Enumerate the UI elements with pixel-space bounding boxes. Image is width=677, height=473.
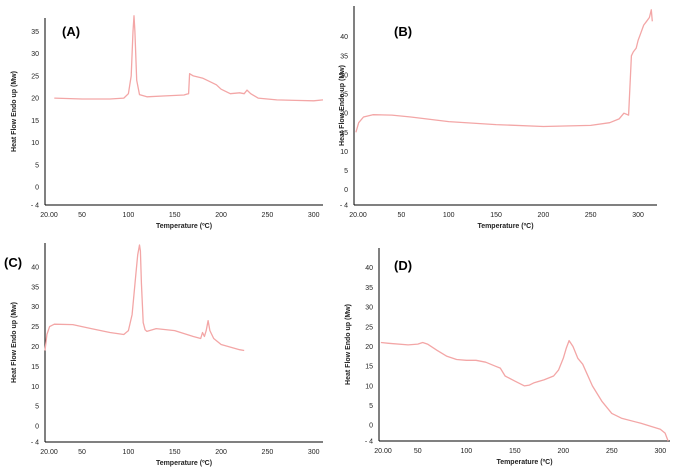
y-axis-label: Heat Flow Endo up (Mw) [11, 71, 18, 152]
x-tick-label: 150 [490, 212, 502, 219]
x-axis-label: Temperature (ºC) [496, 459, 552, 466]
y-tick-label: 30 [31, 304, 39, 311]
x-tick-label: 100 [443, 212, 455, 219]
y-tick-label: 5 [369, 403, 373, 410]
panel-label: (B) [394, 24, 412, 39]
x-tick-label: 50 [78, 449, 86, 456]
y-tick-label: 15 [365, 364, 373, 371]
y-tick-label: 35 [31, 29, 39, 36]
x-axis-label: Temperature (ºC) [156, 223, 212, 230]
y-tick-label: 35 [340, 53, 348, 60]
chart-d: 40 35 30 25 20 15 10 5 0- 4 20.00 50 100 150 200 250 30… [338, 236, 677, 473]
chart-a: 35 30 25 20 15 10 5 0- 4 20.00 50 100 150 200 250 300 T… [0, 0, 338, 236]
x-tick-label: 100 [123, 449, 135, 456]
y-tick-label: 40 [365, 265, 373, 272]
y-tick-label: 10 [31, 384, 39, 391]
x-tick-label: 250 [262, 449, 274, 456]
y-axis-label: Heat Flow Endo up (Mw) [339, 65, 346, 146]
y-tick-label: 0 [344, 187, 348, 194]
panel-label: (D) [394, 258, 412, 273]
x-tick-label: 200 [215, 449, 227, 456]
x-tick-label: 150 [169, 449, 181, 456]
x-tick-label: 300 [654, 448, 666, 455]
x-tick-label: 100 [123, 212, 135, 219]
y-tick-label: 10 [31, 140, 39, 147]
chart-c: 40 35 30 25 20 15 10 5 0- 4 20.00 50 100 150 200 250 30… [0, 236, 338, 473]
y-tick-label: 0 [35, 185, 39, 192]
y-tick-label: 15 [340, 130, 348, 137]
y-tick-label: - 4 [365, 439, 373, 446]
panel-label: (A) [62, 24, 80, 39]
x-tick-label: 50 [414, 448, 422, 455]
y-tick-label: 0 [35, 424, 39, 431]
y-tick-label: 35 [365, 285, 373, 292]
y-tick-label: - 4 [31, 440, 39, 447]
y-tick-label: 40 [340, 34, 348, 41]
y-tick-label: 5 [344, 168, 348, 175]
y-tick-label: 20 [365, 344, 373, 351]
y-tick-label: 30 [340, 72, 348, 79]
x-tick-label: 50 [397, 212, 405, 219]
series-line [54, 15, 324, 102]
x-tick-label: 20.00 [374, 448, 392, 455]
x-tick-label: 200 [538, 212, 550, 219]
series-line [44, 244, 245, 352]
x-tick-label: 250 [585, 212, 597, 219]
x-tick-label: 200 [215, 212, 227, 219]
y-tick-label: 25 [31, 324, 39, 331]
y-axis-label: Heat Flow Endo up (Mw) [345, 304, 352, 385]
y-tick-label: 30 [31, 51, 39, 58]
y-tick-label: 25 [31, 73, 39, 80]
y-tick-label: 40 [31, 264, 39, 271]
y-tick-label: 20 [31, 344, 39, 351]
x-tick-label: 300 [308, 212, 320, 219]
x-axis-label: Temperature (ºC) [477, 223, 533, 230]
x-tick-label: 300 [632, 212, 644, 219]
x-tick-label: 100 [460, 448, 472, 455]
x-tick-label: 200 [557, 448, 569, 455]
y-tick-label: 0 [369, 423, 373, 430]
x-tick-label: 250 [606, 448, 618, 455]
x-tick-label: 300 [308, 449, 320, 456]
y-tick-label: 25 [365, 324, 373, 331]
y-tick-label: 10 [340, 149, 348, 156]
y-axis-label: Heat Flow Endo up (Mw) [11, 302, 18, 383]
y-tick-label: - 4 [31, 203, 39, 210]
x-tick-label: 150 [169, 212, 181, 219]
y-tick-label: 5 [35, 404, 39, 411]
x-tick-label: 20.00 [40, 449, 58, 456]
x-axis-label: Temperature (ºC) [156, 460, 212, 467]
y-tick-label: 35 [31, 284, 39, 291]
panel-label: (C) [4, 255, 22, 270]
y-tick-label: 15 [31, 364, 39, 371]
y-tick-label: 25 [340, 92, 348, 99]
y-tick-label: 20 [340, 111, 348, 118]
series-line [355, 9, 653, 133]
x-tick-label: 250 [262, 212, 274, 219]
x-tick-label: 150 [509, 448, 521, 455]
x-tick-label: 20.00 [40, 212, 58, 219]
series-line [380, 339, 669, 442]
x-tick-label: 20.00 [349, 212, 367, 219]
y-tick-label: - 4 [340, 203, 348, 210]
y-tick-label: 30 [365, 305, 373, 312]
y-tick-label: 20 [31, 96, 39, 103]
x-tick-label: 50 [78, 212, 86, 219]
y-tick-label: 15 [31, 118, 39, 125]
y-tick-label: 5 [35, 162, 39, 169]
y-tick-label: 10 [365, 383, 373, 390]
chart-b: 40 35 30 25 20 15 10 5 0- 4 20.00 50 100 150 200 250 30… [338, 0, 677, 236]
